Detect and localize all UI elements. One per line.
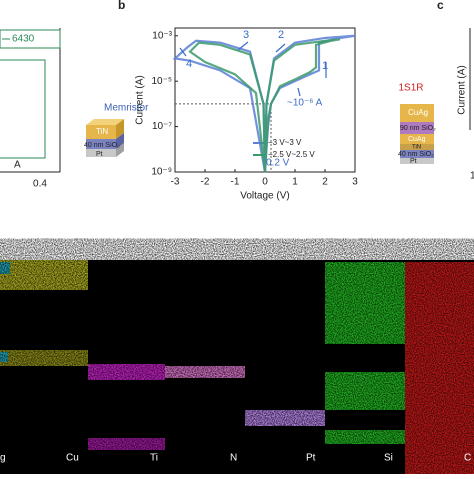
eds-label: Si bbox=[384, 453, 393, 464]
memristor-diagram: Memristor TiN 40 nm SiO₂ Pt bbox=[84, 103, 149, 158]
panel-label: b bbox=[118, 0, 125, 12]
layer: 40 nm SiO₂ bbox=[84, 142, 120, 149]
x-tick-label: 1 bbox=[292, 177, 298, 188]
eds-label: Pt bbox=[306, 453, 316, 464]
annotation: 2 bbox=[278, 29, 284, 41]
s1r-title: 1S1R bbox=[398, 83, 423, 94]
reference-line bbox=[175, 103, 272, 172]
x-tick-label: 0 bbox=[262, 177, 268, 188]
left-panel: 6430 0.4 A bbox=[0, 28, 61, 190]
y-axis-label: Current (A) bbox=[135, 75, 146, 124]
y-tick-label: 10⁻³ bbox=[152, 30, 172, 41]
annotation: 3 bbox=[243, 29, 249, 41]
panel-label: c bbox=[437, 0, 444, 12]
eds-maps: g Cu Ti N Pt Si C bbox=[0, 260, 474, 474]
annotation: 0.2 V bbox=[266, 158, 290, 169]
eds-label: g bbox=[0, 453, 6, 464]
layer: 90 nm SiO₂ bbox=[400, 125, 436, 132]
s1r-y-label: Current (A) bbox=[457, 65, 468, 114]
arrow bbox=[237, 41, 249, 51]
x-tick-label: -1 bbox=[231, 177, 240, 188]
x-tick-label: 2 bbox=[322, 177, 328, 188]
memristor-title: Memristor bbox=[104, 103, 149, 114]
x-axis-label: Voltage (V) bbox=[240, 191, 289, 202]
left-tick: 0.4 bbox=[33, 179, 47, 190]
layer: TiN bbox=[96, 127, 108, 136]
x-tick-label: -2 bbox=[201, 177, 210, 188]
x-tick-label: -3 bbox=[171, 177, 180, 188]
series-line bbox=[188, 38, 341, 173]
left-unit: A bbox=[14, 160, 21, 171]
layer: Pt bbox=[410, 158, 417, 165]
arrow bbox=[275, 43, 286, 53]
arrow bbox=[179, 47, 187, 57]
annotation: ~10⁻⁶ A bbox=[287, 98, 323, 109]
layer: CuAg bbox=[408, 136, 426, 143]
y-tick-label: 10⁻⁷ bbox=[152, 121, 172, 132]
eds-label: Ti bbox=[150, 453, 158, 464]
left-value: 6430 bbox=[12, 34, 35, 45]
arrow bbox=[297, 87, 301, 97]
layer: 40 nm SiO₂ bbox=[398, 151, 434, 158]
series-line bbox=[172, 34, 356, 173]
legend-label: −3 V~3 V bbox=[268, 138, 302, 147]
eds-label: N bbox=[230, 453, 237, 464]
layer: CuAg bbox=[408, 108, 428, 117]
annotation: 4 bbox=[186, 58, 192, 70]
eds-label: C bbox=[464, 453, 471, 464]
s1r-diagram: 1S1R CuAg 90 nm SiO₂ CuAg TiN 40 nm SiO₂… bbox=[398, 28, 474, 182]
x-tick-label: 3 bbox=[352, 177, 358, 188]
right-tick: 1 bbox=[470, 171, 474, 182]
y-tick-label: 10⁻⁵ bbox=[151, 76, 172, 87]
iv-chart: -3 -2 -1 0 1 2 3 10⁻⁹ 10⁻⁷ 10⁻⁵ 10⁻³ Voltage (V) Cur… bbox=[135, 27, 358, 202]
layer: TiN bbox=[412, 145, 421, 151]
legend-label: −2.5 V~2.5 V bbox=[268, 150, 315, 159]
eds-label: Cu bbox=[66, 453, 79, 464]
annotation: 1 bbox=[322, 60, 328, 72]
y-tick-label: 10⁻⁹ bbox=[151, 167, 172, 178]
layer: Pt bbox=[96, 151, 103, 158]
